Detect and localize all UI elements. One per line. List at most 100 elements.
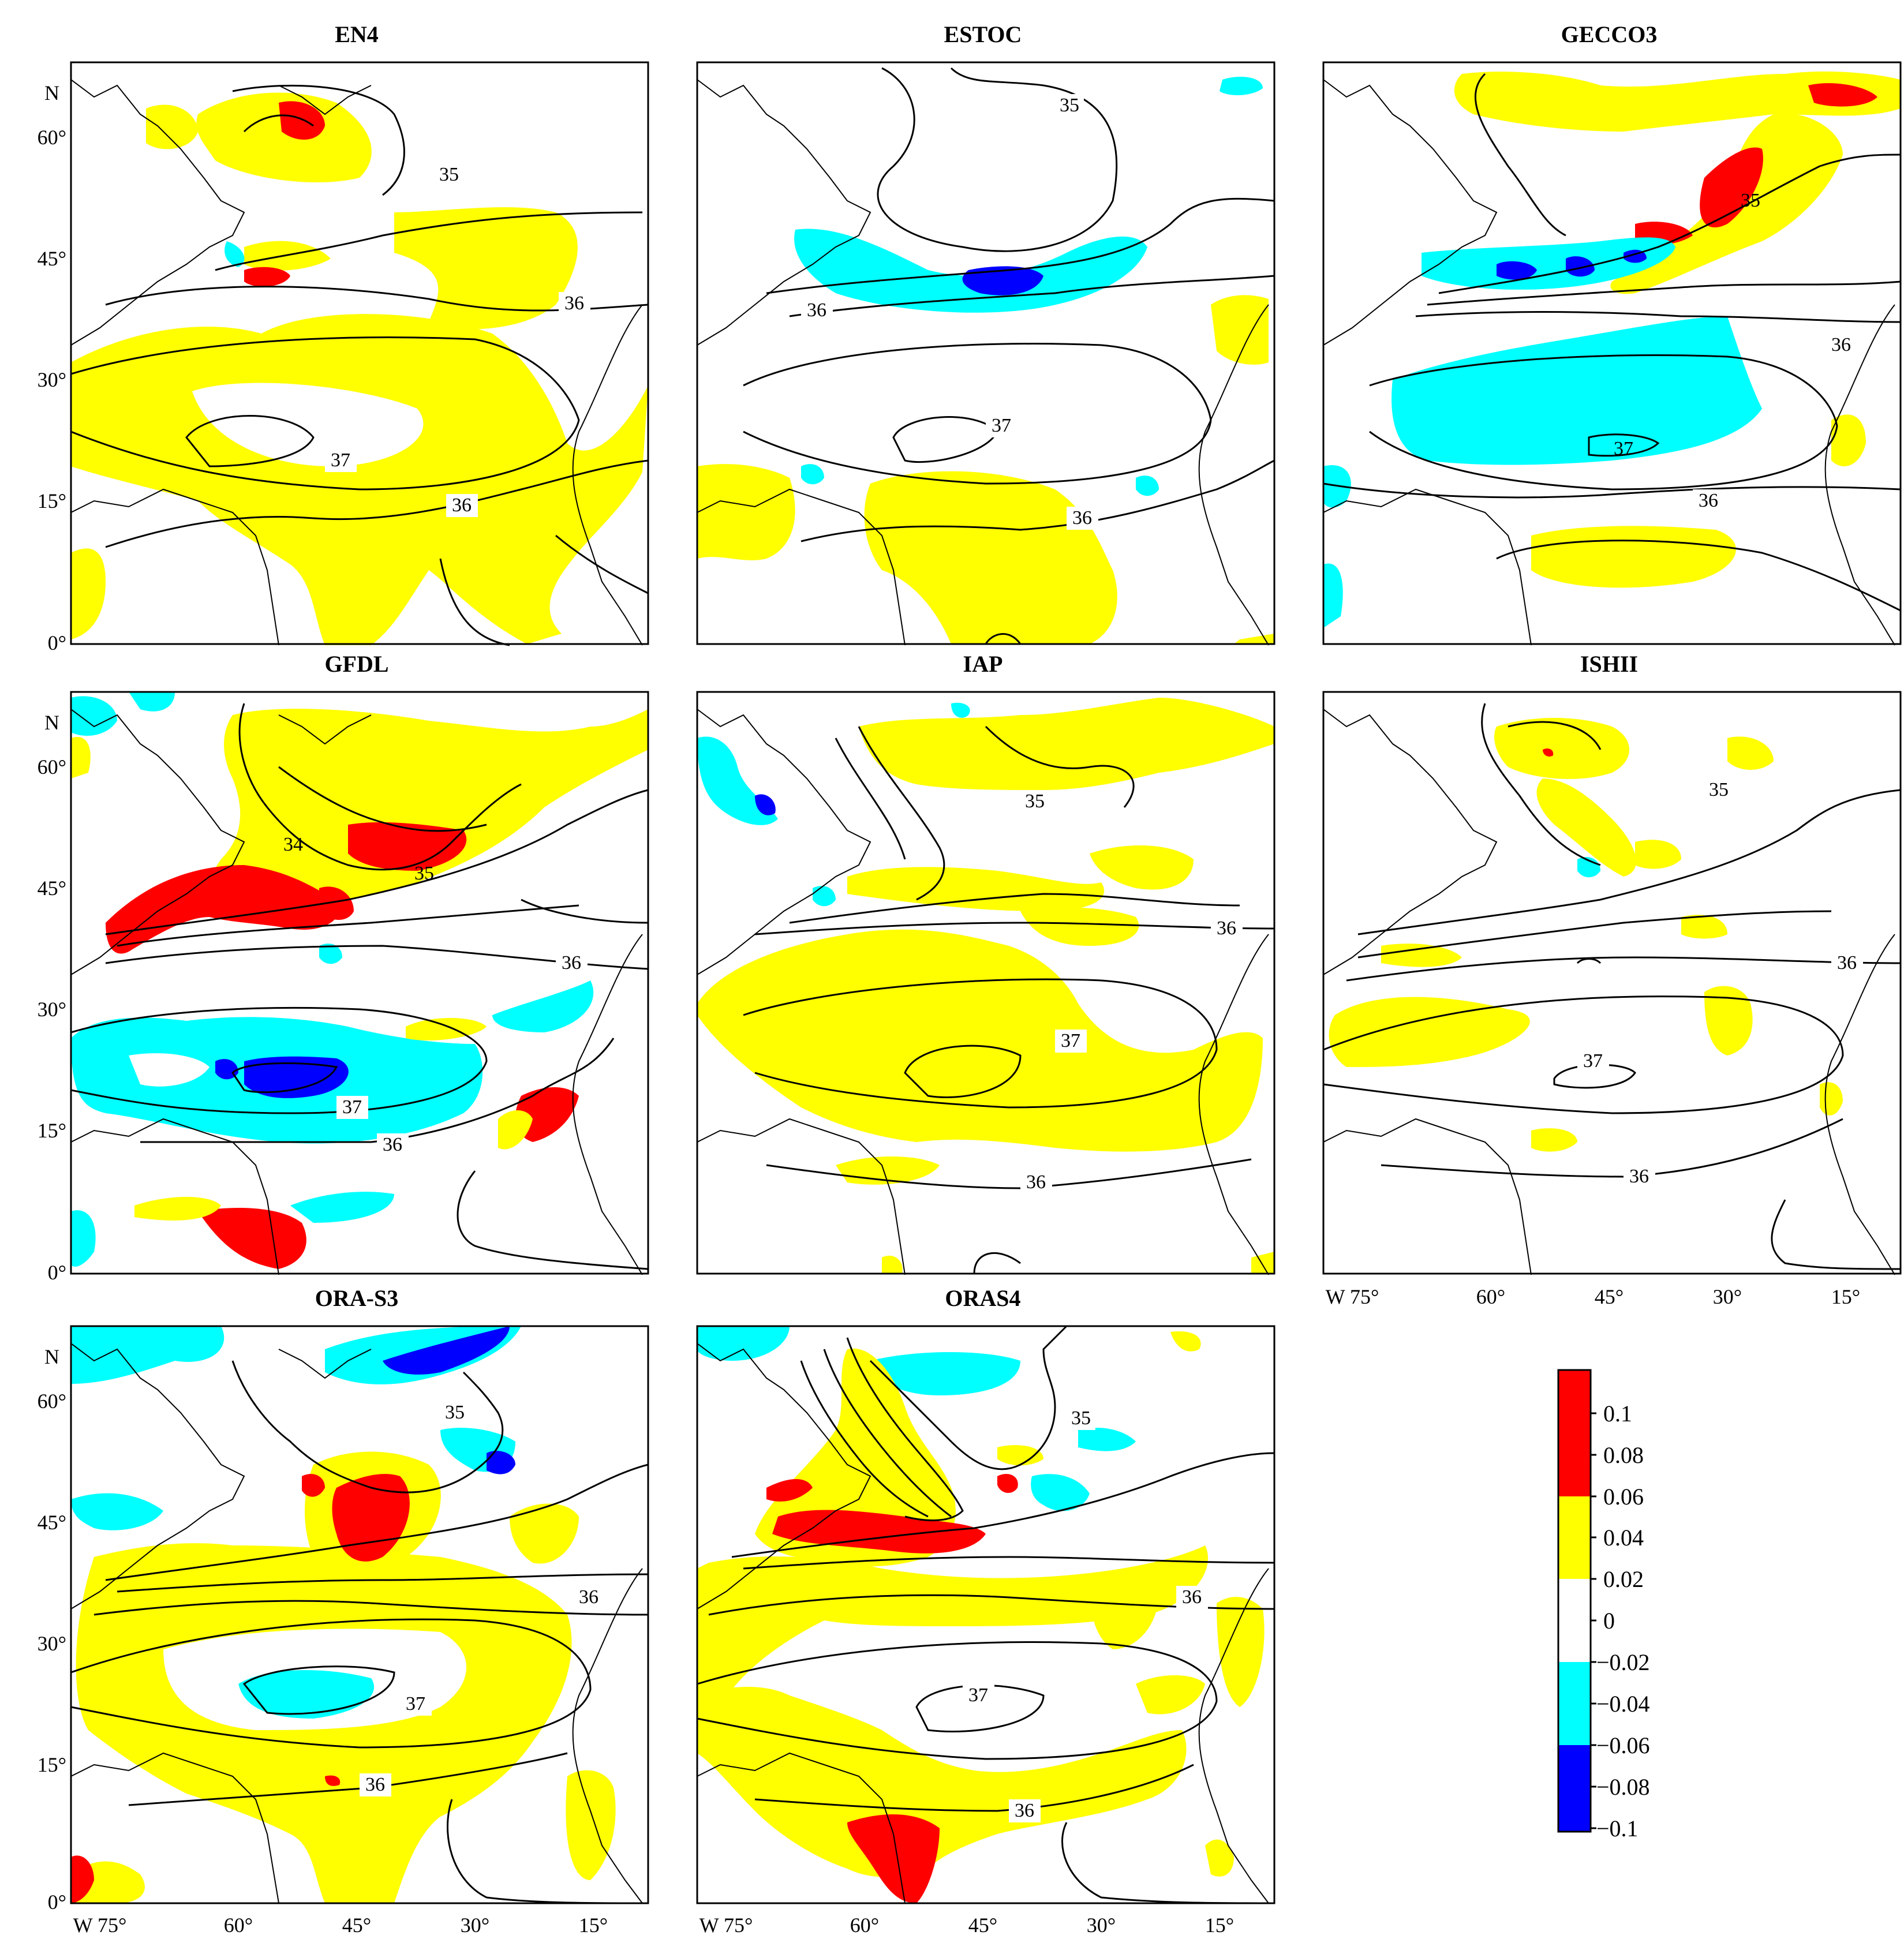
coastlines [70,1343,643,1904]
svg-text:30°: 30° [1713,1285,1742,1308]
svg-text:36: 36 [807,300,826,321]
svg-text:N: N [44,1345,59,1368]
svg-text:36: 36 [1699,490,1718,511]
colorbar-band-red [1558,1370,1591,1496]
svg-text:36: 36 [383,1134,402,1155]
colorbar-label: −0.04 [1596,1691,1650,1717]
panel-title: GFDL [324,651,388,677]
svg-text:60°: 60° [850,1914,879,1937]
anomaly-shading [697,698,1274,1274]
contour-labels: 35 36 37 36 [1020,790,1243,1194]
svg-text:36: 36 [1015,1800,1034,1821]
svg-text:36: 36 [1182,1586,1202,1608]
panel-estoc: ESTOC 35 [696,21,1275,646]
coastlines [70,709,643,1275]
svg-text:37: 37 [1061,1030,1080,1051]
lon-axis: W 75° 60° 45° 30° 15° [73,1914,608,1937]
svg-text:37: 37 [968,1685,988,1706]
svg-text:45°: 45° [38,877,66,900]
anomaly-shading [697,77,1274,644]
svg-text:35: 35 [445,1402,465,1423]
anomaly-shading [71,692,649,1269]
svg-text:36: 36 [1629,1166,1649,1187]
contour-labels: 35 36 37 36 [963,1407,1208,1822]
svg-text:37: 37 [1583,1050,1603,1072]
coastlines [70,79,643,646]
svg-text:37: 37 [331,450,350,471]
panel-oras4: ORAS4 [696,1285,1275,1937]
svg-text:15°: 15° [38,489,66,512]
svg-text:37: 37 [406,1693,425,1715]
svg-text:36: 36 [365,1774,385,1795]
svg-text:36: 36 [1837,952,1857,974]
svg-text:W 75°: W 75° [699,1914,753,1937]
panel-title: GECCO3 [1561,21,1658,47]
svg-text:60°: 60° [38,755,66,778]
lat-axis: N 60° 45° 30° 15° 0° [38,81,66,654]
coastlines [1323,709,1895,1275]
coastlines [697,79,1269,646]
svg-text:35: 35 [1060,95,1079,116]
svg-text:15°: 15° [38,1119,66,1142]
svg-text:0°: 0° [48,631,66,654]
contour-labels: 35 36 37 36 [325,163,590,517]
colorbar-label: −0.02 [1596,1649,1650,1675]
panel-iap: IAP [696,651,1275,1275]
colorbar-band-blue [1558,1745,1591,1832]
svg-text:60°: 60° [224,1914,253,1937]
colorbar-label: −0.06 [1596,1732,1650,1758]
svg-text:60°: 60° [38,126,66,149]
colorbar-ticks [1591,1412,1596,1829]
svg-text:60°: 60° [38,1390,66,1413]
salinity-contours [743,725,1275,1274]
lon-axis: W 75° 60° 45° 30° 15° [699,1914,1235,1937]
svg-text:36: 36 [564,293,584,314]
svg-text:36: 36 [579,1586,598,1608]
svg-text:15°: 15° [38,1753,66,1776]
colorbar-label: 0 [1603,1608,1615,1634]
contour-labels: 35 36 37 36 [360,1401,605,1796]
colorbar-labels: 0.1 0.08 0.06 0.04 0.02 0 −0.02 −0.04 −0… [1596,1401,1650,1841]
anomaly-shading [71,1326,616,1903]
svg-text:45°: 45° [1595,1285,1624,1308]
panel-title: ESTOC [944,21,1022,47]
colorbar-band-white [1558,1579,1591,1662]
panel-gecco3: GECCO3 [1322,21,1902,646]
svg-text:36: 36 [452,495,472,516]
svg-text:60°: 60° [1476,1285,1505,1308]
svg-text:37: 37 [1614,438,1633,459]
svg-text:36: 36 [1831,334,1851,355]
coastlines [1323,79,1895,646]
colorbar-label: 0.1 [1603,1401,1632,1427]
colorbar-band-cyan [1558,1662,1591,1745]
panel-title: EN4 [335,21,379,47]
svg-text:37: 37 [992,415,1011,436]
svg-text:36: 36 [1072,507,1092,529]
salinity-contours [743,67,1275,645]
svg-text:N: N [44,711,59,734]
svg-text:35: 35 [1025,791,1045,812]
svg-text:0°: 0° [48,1261,66,1284]
lat-axis: N 60° 45° 30° 15° 0° [38,711,66,1284]
svg-text:36: 36 [1026,1171,1046,1193]
svg-text:35: 35 [439,164,459,185]
panel-title: ORAS4 [945,1285,1020,1311]
colorbar-label: 0.02 [1603,1566,1644,1592]
panel-title: ORA-S3 [315,1285,398,1311]
lon-axis: W 75° 60° 45° 30° 15° [1326,1285,1861,1308]
salinity-contours [1323,73,1901,612]
svg-text:34: 34 [283,834,303,855]
svg-text:15°: 15° [1205,1914,1234,1937]
svg-text:45°: 45° [38,1511,66,1534]
svg-text:35: 35 [1709,779,1729,800]
salinity-contours [70,1360,649,1904]
svg-text:W 75°: W 75° [73,1914,127,1937]
svg-text:15°: 15° [579,1914,608,1937]
coastlines [697,1343,1269,1904]
colorbar-label: −0.08 [1596,1774,1650,1800]
colorbar-label: −0.1 [1596,1816,1639,1841]
panel-ora-s3: ORA-S3 [38,1285,649,1937]
anomaly-shading [71,92,648,645]
svg-text:30°: 30° [461,1914,489,1937]
coastlines [697,709,1269,1275]
